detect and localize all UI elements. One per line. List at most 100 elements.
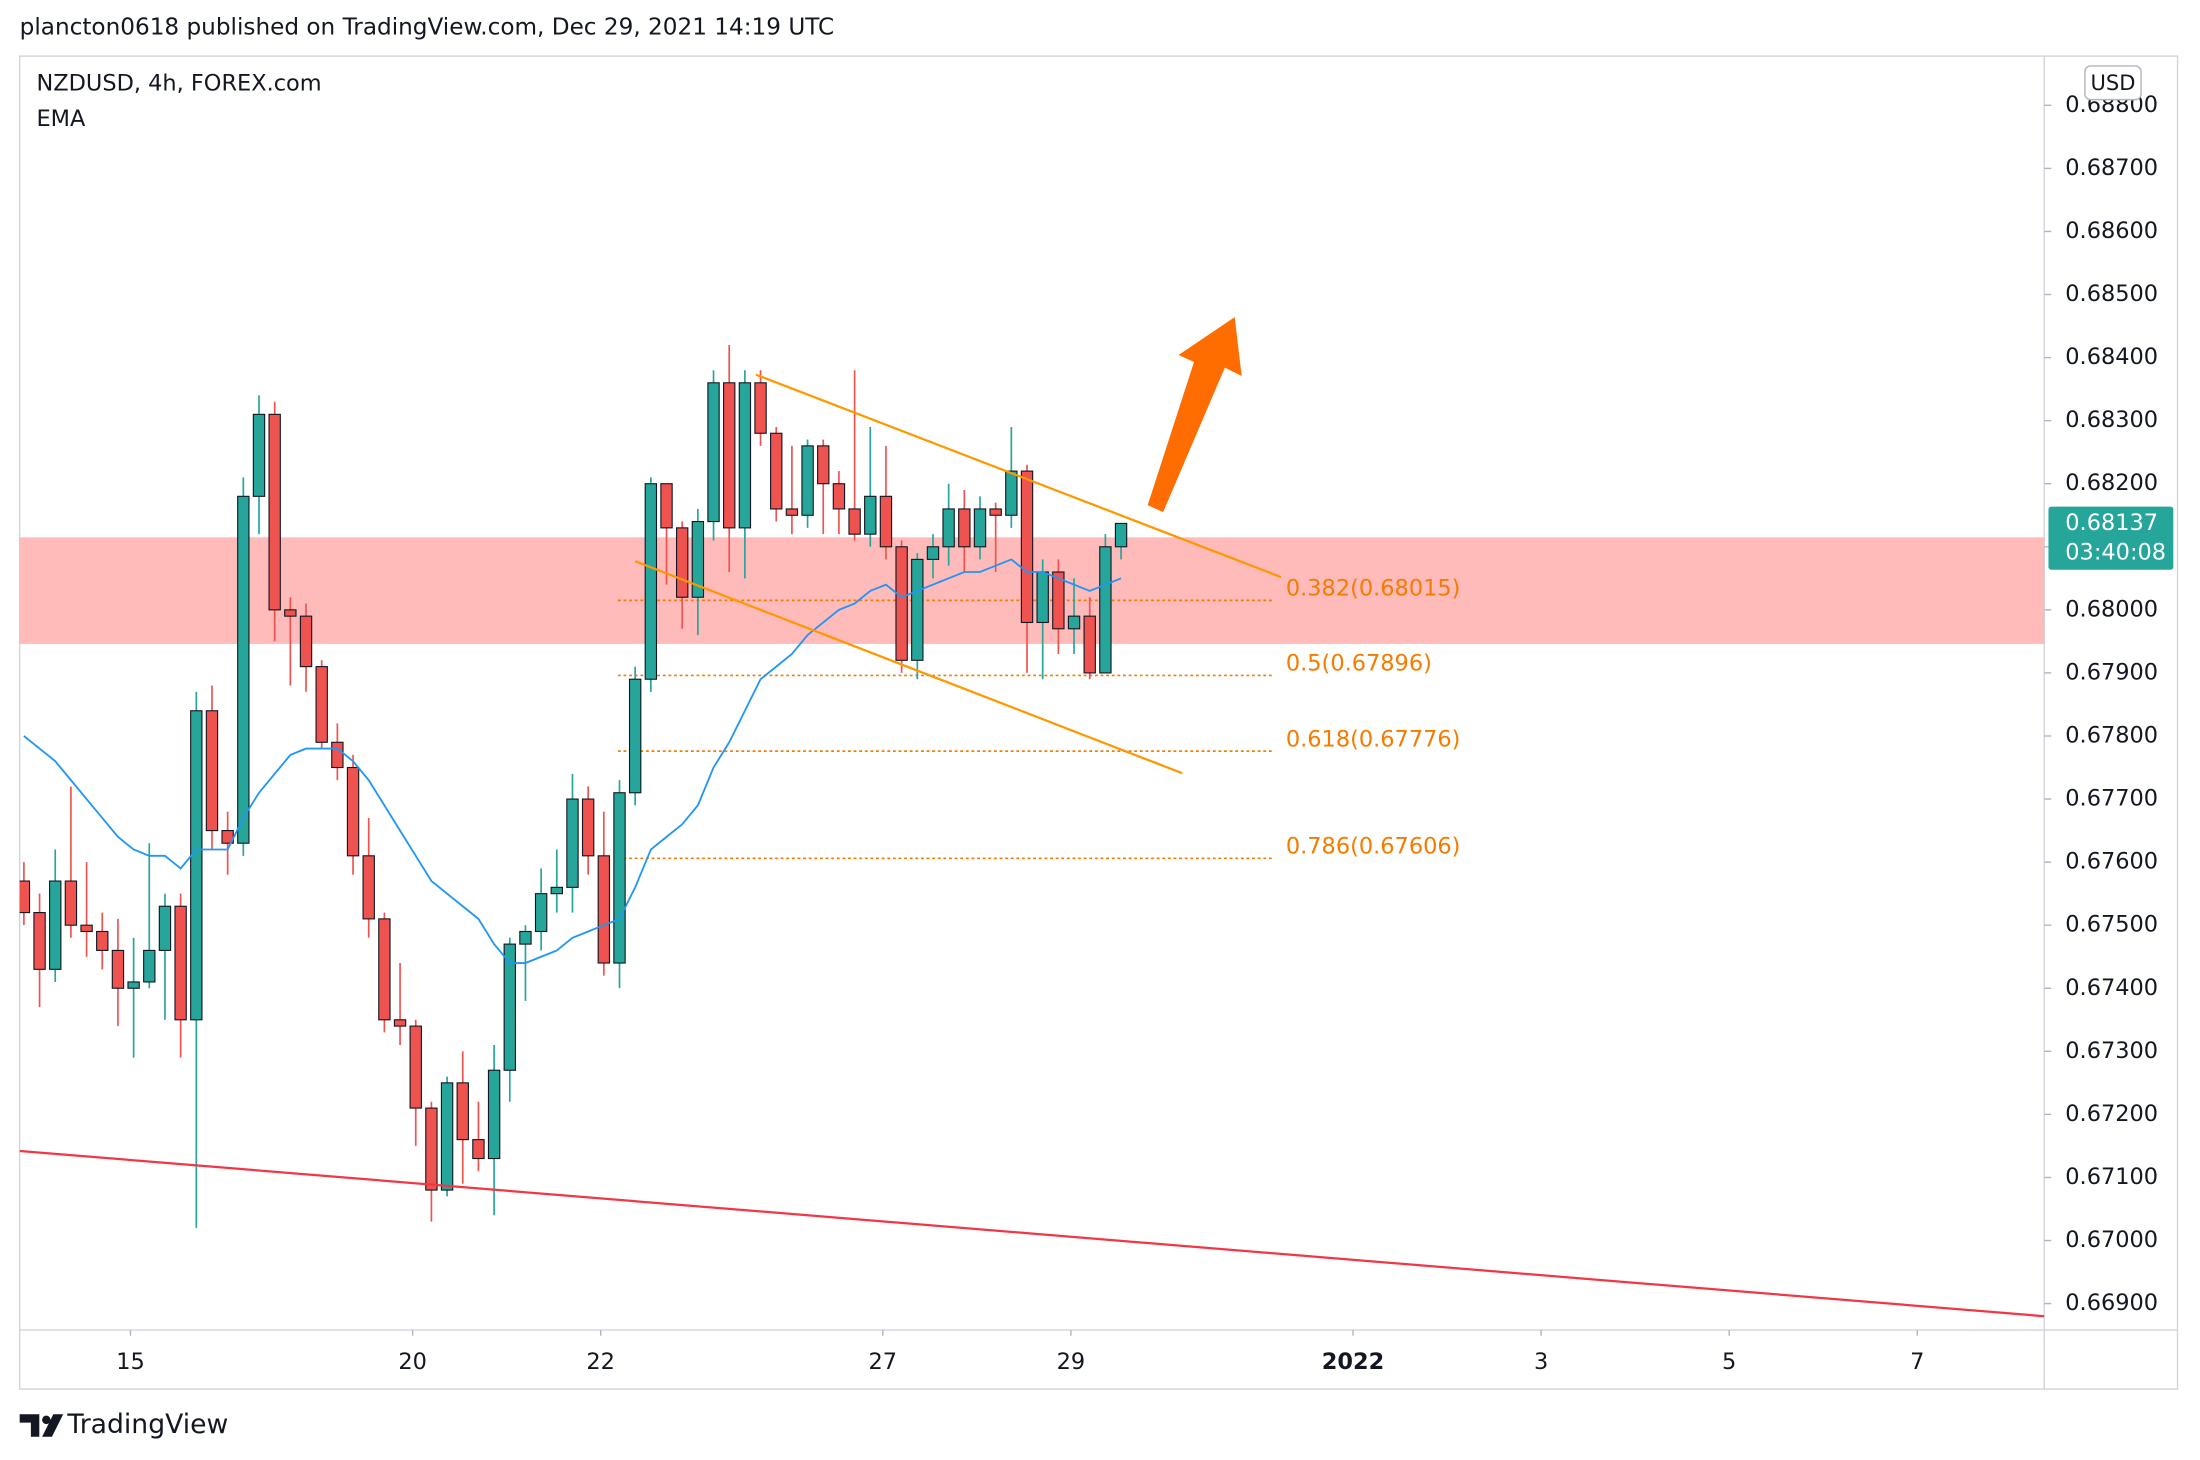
- candle-body: [346, 766, 360, 857]
- candle-body: [644, 483, 658, 680]
- y-tick-label: 0.67700: [2065, 786, 2158, 812]
- candle-body: [1083, 615, 1096, 674]
- y-tick-label: 0.66900: [2065, 1290, 2158, 1316]
- candle-body: [315, 666, 328, 743]
- candle-body: [409, 1025, 422, 1109]
- candle-body: [362, 855, 375, 920]
- candle-body: [252, 413, 266, 497]
- candle-body: [597, 855, 611, 964]
- y-tick-label: 0.68300: [2065, 407, 2158, 433]
- candle-body: [832, 483, 846, 510]
- candle-body: [472, 1139, 485, 1160]
- candle-body: [64, 880, 78, 926]
- candle-body: [378, 918, 391, 1021]
- candle-body: [111, 949, 125, 989]
- candle-body: [958, 508, 971, 548]
- candle-body: [864, 495, 877, 535]
- candle-body: [237, 495, 250, 844]
- candle-body: [879, 495, 893, 548]
- candle-body: [19, 880, 31, 914]
- y-tick-label: 0.68000: [2065, 596, 2158, 622]
- candle-body: [519, 930, 532, 945]
- candle-body: [550, 886, 564, 895]
- last-price-badge: [2048, 506, 2174, 570]
- candle-body: [1036, 571, 1049, 624]
- candle-body: [534, 893, 548, 933]
- candle-body: [158, 905, 172, 951]
- candle-body: [973, 508, 987, 548]
- candle-body: [268, 413, 281, 611]
- x-tick-label: 2022: [1322, 1349, 1384, 1375]
- candle-body: [456, 1082, 469, 1141]
- last-price-label: 0.68137: [2065, 510, 2158, 536]
- candle-body: [1005, 470, 1018, 516]
- candle-body: [942, 508, 955, 548]
- indicator-label: EMA: [36, 106, 86, 132]
- chart-frame: [18, 55, 2179, 1390]
- tradingview-logo: TradingView: [19, 1409, 228, 1440]
- candle-body: [754, 382, 767, 434]
- candle-body: [80, 924, 93, 933]
- trendline: [19, 1149, 2045, 1318]
- publish-header: plancton0618 published on TradingView.co…: [20, 15, 835, 41]
- candle-body: [989, 508, 1002, 516]
- candle-body: [738, 382, 752, 529]
- x-tick-label: 7: [1910, 1349, 1924, 1375]
- candle-body: [691, 520, 705, 598]
- candle-body: [785, 508, 799, 516]
- plot-area: [19, 344, 2045, 1318]
- candle-body: [1114, 522, 1128, 548]
- y-tick-label: 0.67200: [2065, 1101, 2158, 1127]
- fib-label: 0.5(0.67896): [1286, 651, 1432, 677]
- candle-body: [487, 1069, 501, 1160]
- candle-body: [926, 546, 940, 560]
- trendline: [634, 560, 1183, 775]
- candle-body: [440, 1082, 454, 1191]
- support-zone: [19, 537, 2045, 644]
- candle-body: [801, 445, 814, 516]
- candle-body: [174, 905, 187, 1021]
- y-tick-label: 0.68600: [2065, 218, 2158, 244]
- candle-body: [284, 609, 297, 617]
- candle-body: [581, 798, 595, 857]
- candle-body: [205, 710, 219, 832]
- candle-body: [393, 1019, 407, 1027]
- y-tick-label: 0.68200: [2065, 470, 2158, 496]
- y-tick-label: 0.67300: [2065, 1038, 2158, 1064]
- candle-body: [1067, 615, 1081, 630]
- currency-box[interactable]: [2084, 65, 2142, 101]
- candle-body: [628, 678, 642, 794]
- currency-label[interactable]: USD: [2091, 70, 2136, 95]
- ema-line: [23, 558, 1122, 964]
- candle-body: [33, 912, 46, 970]
- candle-body: [49, 880, 62, 970]
- y-tick-label: 0.68400: [2065, 344, 2158, 370]
- candle-body: [425, 1107, 438, 1191]
- x-tick-label: 3: [1534, 1349, 1548, 1375]
- candle-body: [566, 798, 579, 888]
- up-arrow: [1147, 317, 1242, 513]
- x-tick-label: 22: [586, 1349, 615, 1375]
- candle-body: [895, 546, 908, 661]
- y-tick-label: 0.67900: [2065, 659, 2158, 685]
- y-tick-label: 0.68700: [2065, 155, 2158, 181]
- candle-body: [613, 792, 626, 964]
- candle-body: [299, 615, 313, 668]
- candle-body: [707, 382, 720, 523]
- candle-body: [675, 527, 689, 598]
- candle-body: [96, 930, 109, 951]
- candle-body: [190, 710, 203, 1021]
- symbol-title: NZDUSD, 4h, FOREX.com: [36, 71, 321, 97]
- fib-label: 0.618(0.67776): [1286, 726, 1461, 752]
- y-tick-label: 0.67100: [2065, 1164, 2158, 1190]
- candle-body: [1099, 546, 1112, 674]
- y-tick-label: 0.67000: [2065, 1227, 2158, 1253]
- fib-label: 0.786(0.67606): [1286, 834, 1461, 860]
- candle-body: [848, 508, 861, 535]
- candle-body: [1052, 571, 1065, 630]
- x-tick-label: 29: [1057, 1349, 1086, 1375]
- footer-brand: TradingView: [66, 1409, 228, 1440]
- candle-body: [660, 483, 673, 529]
